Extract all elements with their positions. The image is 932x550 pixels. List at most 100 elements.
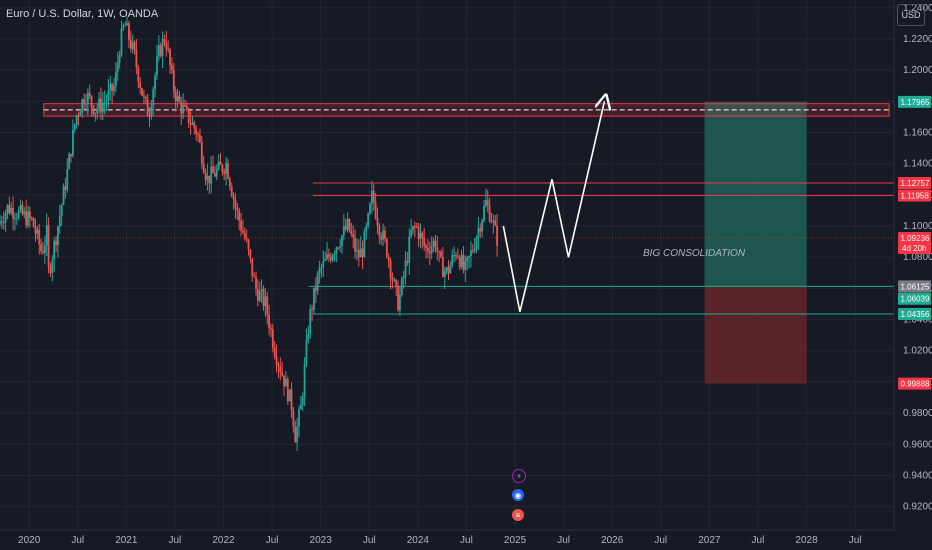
candle-body	[290, 389, 293, 411]
candle-body	[260, 289, 263, 292]
candle-body	[305, 339, 308, 365]
price-tag-bg	[898, 231, 931, 254]
candle-body	[258, 291, 261, 302]
currency-button[interactable]: USD	[897, 4, 925, 26]
candle-body	[88, 92, 91, 97]
lightning-icon[interactable]: ⚡	[512, 469, 526, 483]
candle-body	[299, 404, 302, 410]
candle-body	[327, 254, 330, 258]
candle-body	[142, 95, 145, 97]
globe-icon[interactable]: ◉	[512, 489, 524, 501]
candle-body	[156, 56, 158, 76]
candle-body	[460, 255, 463, 268]
price-tag-resistance: 1.12757	[898, 177, 931, 190]
candle-body	[462, 255, 465, 270]
candle-body	[356, 250, 358, 252]
candle-body	[81, 99, 84, 113]
candle-body	[402, 276, 405, 279]
candle-body	[447, 267, 450, 274]
price-tag-value: 0.99888	[901, 380, 930, 389]
candle-body	[73, 124, 76, 130]
candle-body	[320, 267, 323, 269]
candle-body	[139, 82, 142, 89]
candle-body	[288, 389, 291, 402]
candle-body	[374, 202, 377, 218]
price-tag-value: 1.04356	[901, 310, 930, 319]
candle-body	[221, 165, 224, 172]
candle-body	[346, 218, 349, 230]
candle-body	[75, 115, 78, 125]
candle-body	[251, 258, 254, 277]
candle-body	[370, 190, 373, 204]
resistance-zone	[43, 103, 890, 117]
price-tag-bg	[898, 95, 931, 108]
candle-body	[389, 260, 392, 278]
us-flag-icon[interactable]: ≡	[512, 509, 524, 521]
candle-body	[337, 247, 340, 249]
candle-body	[240, 220, 242, 231]
candle-body	[307, 333, 310, 340]
candle-body	[352, 234, 355, 238]
candle-body	[42, 251, 44, 254]
candle-body	[28, 211, 31, 218]
x-tick-label: Jul	[654, 535, 667, 546]
candle-body	[212, 166, 214, 174]
price-tag-target: 1.17965	[898, 95, 931, 108]
candle-body	[314, 287, 317, 291]
candle-body	[92, 105, 95, 114]
candle-body	[185, 105, 188, 109]
y-tick-label: 1.04000	[903, 315, 932, 326]
price-tag-value: 1.09236	[901, 234, 930, 243]
price-tag-support: 1.04356	[898, 308, 931, 321]
candle-body	[174, 91, 177, 102]
candle-body	[34, 227, 37, 234]
candle-body	[473, 248, 476, 251]
candle-body	[191, 122, 194, 125]
candle-body	[376, 217, 379, 226]
candle-body	[363, 231, 366, 257]
candle-body	[55, 240, 57, 245]
candle-body	[486, 200, 489, 206]
price-tag-bg	[898, 377, 931, 390]
candles	[0, 16, 498, 451]
candle-body	[242, 230, 244, 233]
candle-body	[434, 240, 437, 248]
candle-body	[393, 279, 396, 281]
x-tick-label: Jul	[460, 535, 473, 546]
candle-body	[70, 153, 72, 156]
candle-body	[417, 226, 420, 240]
candle-body	[86, 92, 89, 104]
candle-body	[51, 259, 54, 273]
candle-body	[137, 66, 140, 83]
candle-body	[253, 276, 256, 278]
x-tick-label: 2025	[504, 535, 527, 546]
candle-body	[399, 294, 401, 311]
candle-body	[107, 90, 110, 101]
x-tick-label: Jul	[752, 535, 765, 546]
candle-body	[357, 250, 360, 258]
candle-body	[311, 308, 313, 310]
candle-body	[436, 247, 439, 252]
candle-body	[128, 23, 130, 40]
price-tag-value: 1.17965	[901, 98, 930, 107]
candle-body	[378, 225, 381, 237]
x-tick-label: Jul	[557, 535, 570, 546]
candle-body	[17, 209, 20, 218]
y-tick-label: 1.22000	[903, 34, 932, 45]
candle-body	[412, 226, 414, 231]
candle-body	[406, 261, 409, 263]
candle-body	[387, 256, 390, 261]
candle-body	[103, 102, 106, 104]
candle-body	[441, 256, 444, 278]
x-tick-label: 2026	[601, 535, 624, 546]
candle-body	[113, 85, 115, 92]
candle-body	[187, 108, 190, 124]
candle-body	[204, 172, 207, 180]
candle-body	[124, 25, 127, 27]
candle-body	[43, 245, 46, 254]
candle-body	[342, 226, 345, 236]
candle-body	[4, 212, 7, 223]
candle-body	[344, 226, 347, 230]
candle-body	[341, 235, 343, 247]
